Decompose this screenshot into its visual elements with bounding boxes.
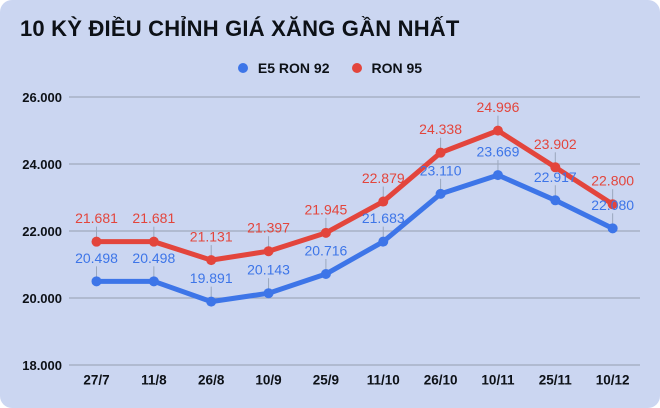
legend-label: E5 RON 92 (257, 60, 330, 76)
chart-legend: E5 RON 92 RON 95 (0, 60, 660, 76)
data-point-value-label: 19.891 (190, 270, 233, 286)
data-point-value-label: 21.681 (75, 210, 118, 226)
data-point-marker (320, 269, 331, 280)
series-line (94, 128, 616, 263)
x-axis-tick-label: 26/10 (424, 373, 458, 388)
data-point-value-label: 24.996 (477, 99, 520, 115)
data-point-marker (320, 227, 331, 238)
x-axis-tick-label: 10/12 (596, 373, 630, 388)
x-axis-tick-label: 11/10 (367, 373, 400, 388)
x-axis-tick-label: 26/8 (198, 373, 225, 388)
data-point-value-label: 22.917 (534, 169, 577, 185)
data-point-marker (550, 162, 561, 173)
x-axis-tick-label: 27/7 (83, 373, 109, 388)
legend-label: RON 95 (371, 60, 423, 76)
data-point-value-label: 23.902 (534, 136, 577, 152)
data-point-value-label: 21.945 (304, 201, 347, 217)
data-point-marker (435, 188, 446, 199)
data-point-value-label: 22.080 (591, 197, 634, 213)
data-point-value-label: 21.131 (190, 229, 233, 245)
legend-item-0: E5 RON 92 (237, 60, 330, 76)
x-axis-tick-label: 11/8 (141, 373, 167, 388)
data-point-marker (91, 236, 102, 247)
y-axis-tick-label: 26.000 (22, 90, 62, 105)
data-point-value-label: 21.397 (247, 220, 290, 236)
data-point-marker (378, 196, 389, 207)
data-point-marker (206, 296, 217, 307)
legend-item-1: RON 95 (351, 60, 423, 76)
y-axis-tick-label: 22.000 (22, 224, 62, 239)
data-point-value-label: 22.800 (591, 173, 634, 189)
y-axis-tick-label: 20.000 (22, 291, 62, 306)
data-point-value-label: 21.683 (362, 210, 405, 226)
data-point-marker (607, 223, 618, 234)
x-axis-tick-label: 10/11 (481, 373, 515, 388)
data-point-marker (263, 246, 274, 257)
x-axis-tick-label: 25/9 (313, 373, 339, 388)
chart-title: 10 KỲ ĐIỀU CHỈNH GIÁ XĂNG GẦN NHẤT (20, 16, 460, 41)
x-axis-tick-label: 10/9 (255, 373, 281, 388)
data-point-marker (378, 236, 389, 247)
data-point-marker (435, 147, 446, 158)
series-line (94, 172, 616, 305)
data-point-marker (550, 195, 561, 206)
x-axis-tick-label: 25/11 (539, 373, 573, 388)
data-point-value-label: 24.338 (419, 121, 462, 137)
legend-dot-icon (237, 63, 248, 73)
legend-dot-icon (351, 63, 362, 73)
data-point-value-label: 23.110 (420, 162, 462, 178)
y-axis-tick-label: 18.000 (22, 358, 62, 373)
data-point-marker (148, 236, 159, 247)
data-point-value-label: 20.143 (247, 262, 290, 278)
data-point-value-label: 20.716 (304, 243, 347, 259)
data-point-value-label: 20.498 (132, 250, 175, 266)
data-point-value-label: 23.669 (477, 144, 520, 160)
data-point-value-label: 22.879 (362, 170, 405, 186)
data-point-marker (206, 255, 217, 266)
data-point-marker (492, 125, 503, 136)
data-point-marker (607, 199, 618, 210)
data-point-marker (263, 288, 274, 299)
y-axis-tick-label: 24.000 (22, 157, 62, 172)
data-point-marker (91, 276, 102, 287)
data-point-value-label: 20.498 (75, 250, 118, 266)
data-point-marker (148, 276, 159, 287)
data-point-marker (492, 170, 503, 181)
data-point-value-label: 21.681 (132, 210, 175, 226)
